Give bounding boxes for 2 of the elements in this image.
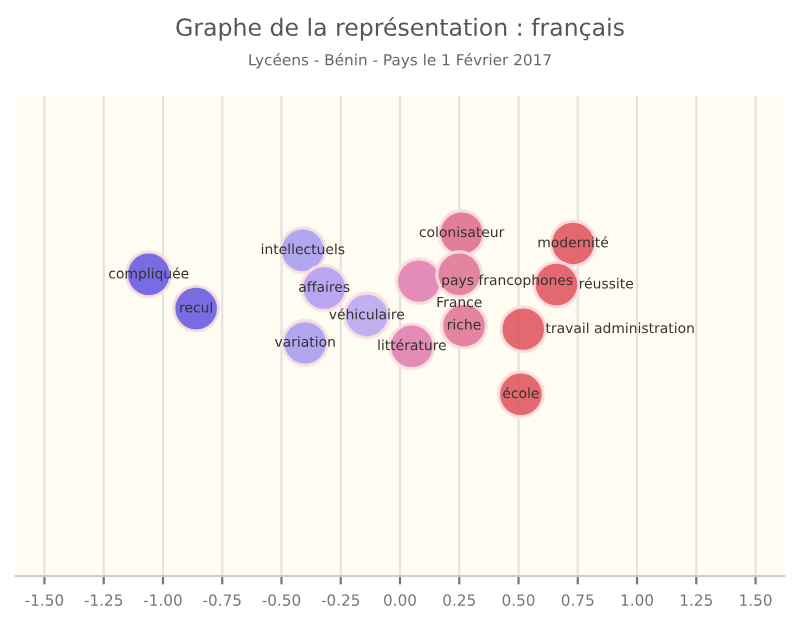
chart-title: Graphe de la représentation : français (176, 16, 624, 41)
point (499, 305, 548, 354)
